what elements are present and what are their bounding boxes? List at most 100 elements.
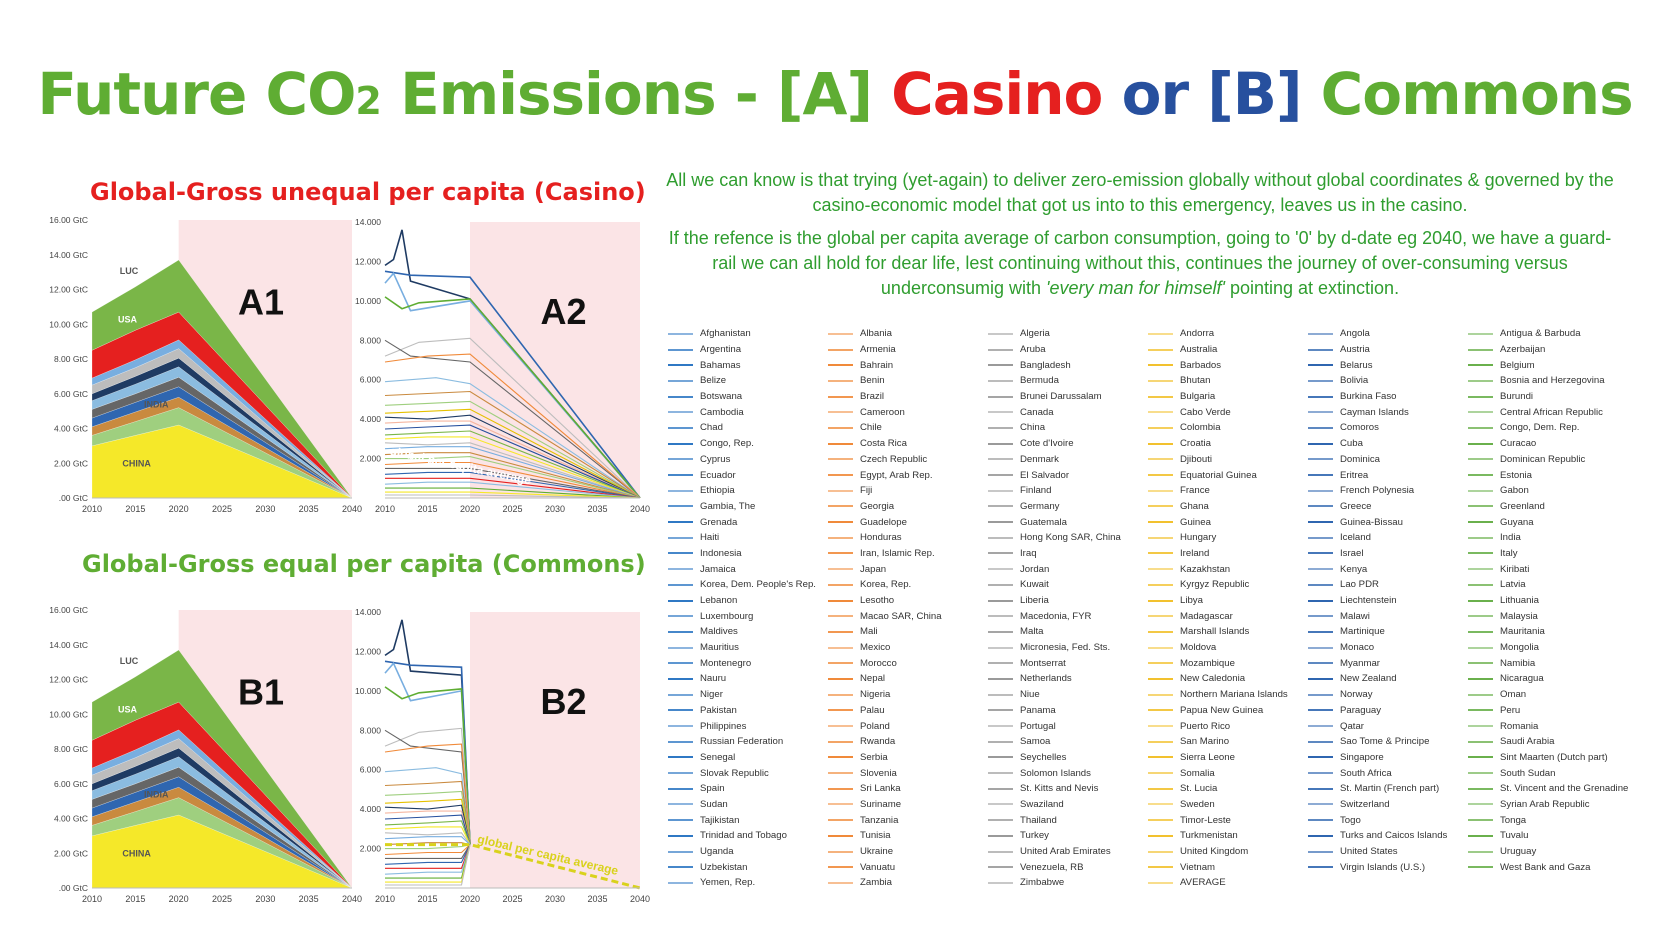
legend-item: Guadelope [828, 514, 988, 530]
x-tick-label: 2025 [212, 894, 232, 904]
legend-swatch [988, 662, 1013, 665]
legend-label: Malta [1020, 626, 1044, 638]
legend-item: Uruguay [1468, 844, 1628, 860]
legend-label: Lebanon [700, 595, 738, 607]
legend-label: Germany [1020, 500, 1060, 512]
legend-label: Azerbaijan [1500, 344, 1546, 356]
country-line-13 [384, 814, 471, 845]
legend-swatch [1308, 442, 1333, 445]
legend-label: Congo, Dem. Rep. [1500, 422, 1580, 434]
legend-item: Equatorial Guinea [1148, 467, 1308, 483]
legend-item: Congo, Dem. Rep. [1468, 420, 1628, 436]
legend-swatch [988, 364, 1013, 367]
chart-legend: Afghanistan Argentina Bahamas Belize Botswan… [668, 326, 1658, 906]
legend-item: France [1148, 483, 1308, 499]
legend-swatch [1148, 442, 1173, 445]
country-line-7 [384, 377, 641, 499]
legend-label: Mali [860, 626, 878, 638]
legend-label: Spain [700, 783, 725, 795]
legend-swatch [1468, 772, 1493, 775]
legend-label: Lao PDR [1340, 579, 1379, 591]
legend-item: Venezuela, RB [988, 859, 1148, 875]
y-tick-label: 14.00 GtC [49, 250, 88, 260]
legend-label: Saudi Arabia [1500, 736, 1555, 748]
legend-swatch [668, 536, 693, 539]
legend-swatch [1148, 819, 1173, 822]
area-band-luc [91, 259, 353, 499]
legend-swatch [1148, 379, 1173, 382]
legend-item: Dominica [1308, 452, 1468, 468]
legend-swatch [828, 709, 853, 712]
legend-swatch [1308, 411, 1333, 414]
legend-swatch [828, 489, 853, 492]
region-label-luc: LUC [120, 266, 139, 276]
legend-swatch [1148, 756, 1173, 759]
legend-label: Niger [700, 689, 723, 701]
legend-swatch [668, 677, 693, 680]
legend-item: Australia [1148, 342, 1308, 358]
x-tick-label: 2030 [255, 504, 275, 514]
legend-item: Timor-Leste [1148, 812, 1308, 828]
legend-item: Northern Mariana Islands [1148, 687, 1308, 703]
legend-item: Micronesia, Fed. Sts. [988, 640, 1148, 656]
intro-text: All we can know is that trying (yet-agai… [660, 168, 1620, 309]
country-line-14 [384, 430, 641, 499]
legend-swatch [1308, 568, 1333, 571]
legend-swatch [1148, 395, 1173, 398]
legend-label: Monaco [1340, 642, 1375, 654]
x-tick-label: 2015 [125, 504, 145, 514]
legend-swatch [828, 756, 853, 759]
legend-item: Tuvalu [1468, 828, 1628, 844]
legend-label: Malawi [1340, 610, 1370, 622]
legend-item: Egypt, Arab Rep. [828, 467, 988, 483]
legend-label: Nicaragua [1500, 673, 1544, 685]
legend-label: Denmark [1020, 453, 1059, 465]
legend-label: Somalia [1180, 767, 1215, 779]
legend-label: Niue [1020, 689, 1040, 701]
legend-label: Colombia [1180, 422, 1221, 434]
legend-swatch [988, 630, 1013, 633]
legend-item: St. Martin (French part) [1308, 781, 1468, 797]
legend-swatch [1308, 756, 1333, 759]
legend-label: Serbia [860, 751, 888, 763]
legend-label: St. Martin (French part) [1340, 783, 1440, 795]
legend-item: New Caledonia [1148, 671, 1308, 687]
legend-label: West Bank and Gaza [1500, 861, 1591, 873]
legend-item: Spain [668, 781, 828, 797]
legend-label: Liechtenstein [1340, 595, 1397, 607]
x-tick-label: 2025 [502, 894, 522, 904]
legend-label: Cambodia [700, 406, 744, 418]
global-average-line [385, 843, 641, 890]
legend-label: Rwanda [860, 736, 896, 748]
area-band-luc [91, 649, 353, 889]
country-line-17 [384, 446, 641, 499]
legend-label: Curacao [1500, 438, 1537, 450]
country-line-11 [384, 414, 641, 499]
legend-item: Belgium [1468, 357, 1628, 373]
legend-item: Israel [1308, 546, 1468, 562]
legend-swatch [1308, 536, 1333, 539]
legend-label: Madagascar [1180, 610, 1233, 622]
x-tick-label: 2015 [125, 894, 145, 904]
title-commons: Commons [1301, 60, 1634, 128]
country-line-1 [384, 270, 641, 499]
legend-item: Saudi Arabia [1468, 734, 1628, 750]
legend-label: Malaysia [1500, 610, 1538, 622]
legend-label: Uganda [700, 846, 734, 858]
legend-swatch [1468, 552, 1493, 555]
legend-label: China [1020, 422, 1046, 434]
legend-item: Curacao [1468, 436, 1628, 452]
legend-item: Uzbekistan [668, 859, 828, 875]
legend-item: Macao SAR, China [828, 608, 988, 624]
legend-label: Belarus [1340, 359, 1373, 371]
legend-label: Guinea-Bissau [1340, 516, 1403, 528]
legend-label: Libya [1180, 595, 1203, 607]
legend-swatch [668, 411, 693, 414]
legend-item: Germany [988, 499, 1148, 515]
legend-label: Tuvalu [1500, 830, 1529, 842]
legend-swatch [1148, 615, 1173, 618]
legend-label: Albania [860, 328, 893, 340]
legend-label: Namibia [1500, 657, 1536, 669]
y-tick-label: 2.000 [360, 844, 382, 854]
legend-item: Gambia, The [668, 499, 828, 515]
